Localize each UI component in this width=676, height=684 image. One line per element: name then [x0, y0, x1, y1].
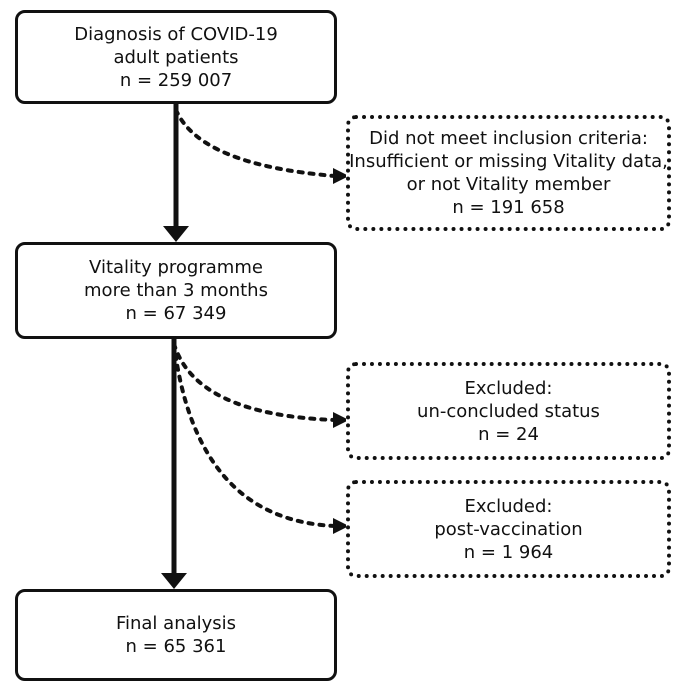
exclusion-arrow-1 — [174, 108, 349, 184]
inclusion-exclusion-line-2: Insufficient or missing Vitality data, — [349, 151, 668, 172]
vitality-line-1: Vitality programme — [89, 257, 263, 278]
diagnosis-box: Diagnosis of COVID-19 adult patients n =… — [15, 10, 337, 104]
vitality-box: Vitality programme more than 3 months n … — [15, 242, 337, 339]
final-analysis-count: n = 65 361 — [125, 636, 227, 657]
excluded-vaccination-count: n = 1 964 — [463, 541, 554, 563]
inclusion-exclusion-count: n = 191 658 — [452, 197, 565, 218]
excluded-vaccination-line-2: post-vaccination — [434, 518, 583, 540]
diagnosis-line-2: adult patients — [113, 46, 239, 68]
final-analysis-line-1: Final analysis — [115, 613, 237, 634]
inclusion-exclusion-line-1: Did not meet inclusion criteria: — [369, 128, 648, 149]
diagnosis-line-1: Diagnosis of COVID-19 — [74, 23, 278, 45]
inclusion-exclusion-line-3: or not Vitality member — [406, 174, 611, 195]
vitality-count: n = 67 349 — [125, 303, 227, 324]
excluded-vaccination-box: Excluded: post-vaccination n = 1 964 — [346, 480, 671, 578]
diagnosis-count: n = 259 007 — [119, 69, 233, 91]
exclusion-arrow-2 — [172, 342, 349, 428]
excluded-vaccination-line-1: Excluded: — [464, 495, 553, 517]
exclusion-arrow-3 — [172, 342, 349, 534]
excluded-status-line-2: un-concluded status — [417, 400, 600, 422]
excluded-status-box: Excluded: un-concluded status n = 24 — [346, 362, 671, 460]
excluded-status-line-1: Excluded: — [464, 377, 553, 399]
inclusion-exclusion-box: Did not meet inclusion criteria: Insuffi… — [346, 115, 671, 231]
final-analysis-box: Final analysis n = 65 361 — [15, 589, 337, 681]
main-flow-arrow-2 — [161, 339, 187, 589]
main-flow-arrow-1 — [163, 104, 189, 242]
vitality-line-2: more than 3 months — [84, 280, 268, 301]
excluded-status-count: n = 24 — [478, 423, 539, 445]
